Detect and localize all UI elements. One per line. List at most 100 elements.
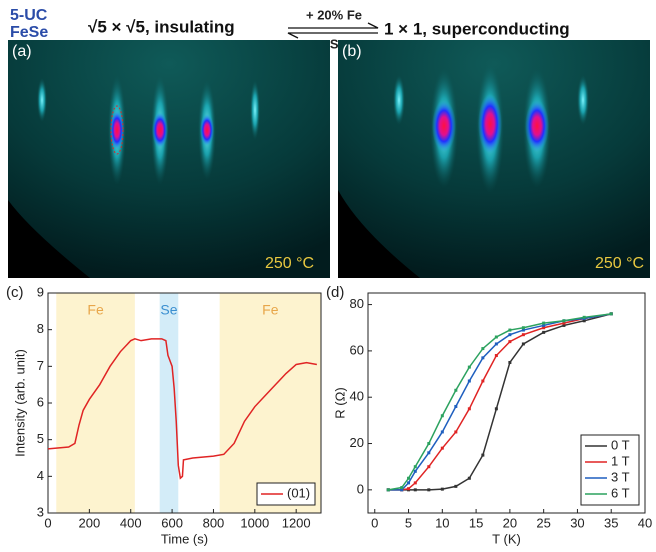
data-point [454,388,458,392]
y-tick-label: 4 [37,468,44,483]
region [219,293,321,513]
y-tick-label: 6 [37,394,44,409]
rheed-image [338,40,650,278]
data-point [521,333,525,337]
data-point [542,321,546,325]
panel-label: (a) [12,43,32,60]
arrow [287,32,378,39]
data-point [582,319,586,323]
data-point [494,342,498,346]
region-label: Fe [262,302,279,318]
data-point [440,414,444,418]
data-point [400,488,404,492]
x-tick-label: 1000 [240,515,269,530]
data-point [427,451,431,455]
data-point [521,342,525,346]
legend-label: (01) [287,485,310,500]
y-tick-label: 40 [350,389,364,404]
y-tick-label: 60 [350,342,364,357]
data-point [562,321,566,325]
region-label: Se [160,302,177,318]
x-axis-label: T (K) [492,531,521,546]
data-point [494,335,498,339]
data-point [562,319,566,323]
y-tick-label: 3 [37,504,44,519]
panel-label: (d) [326,284,344,301]
y-axis-label: Intensity (arb. unit) [12,349,27,457]
arrow [288,22,379,29]
data-point [467,365,471,369]
legend-label: 3 T [611,469,630,484]
data-point [427,488,431,492]
data-point [407,481,411,485]
data-point [413,488,417,492]
x-tick-label: 600 [161,515,183,530]
x-tick-label: 25 [536,515,550,530]
data-point [508,333,512,337]
phase: √5 × √5, insulating [88,17,235,36]
sample-label: FeSe [10,24,48,41]
temperature: 250 °C [595,255,644,272]
y-tick-label: 7 [37,358,44,373]
x-tick-label: 800 [203,515,225,530]
sample-label: 5-UC [10,7,48,24]
data-point [440,487,444,491]
data-point [467,379,471,383]
legend [256,482,316,506]
data-line [47,338,317,480]
region [56,293,135,513]
data-point [407,487,411,491]
data-point [454,484,458,488]
y-tick-label: 5 [37,431,44,446]
x-tick-label: 0 [371,515,378,530]
data-point [481,347,485,351]
data-point [521,326,525,330]
data-point [508,360,512,364]
temperature: 250 °C [265,255,314,272]
x-tick-label: 5 [405,515,412,530]
y-tick-label: 9 [37,284,44,299]
data-point [467,476,471,480]
data-point [508,328,512,332]
data-point [454,430,458,434]
data-point [562,323,566,327]
data-line [388,313,612,491]
data-point [407,476,411,480]
plot-frame [367,292,646,514]
data-point [542,330,546,334]
x-tick-label: 30 [570,515,584,530]
data-point [413,481,417,485]
data-point [454,404,458,408]
x-tick-label: 15 [469,515,483,530]
data-point [481,356,485,360]
data-point [521,328,525,332]
region [159,293,179,513]
x-tick-label: 400 [120,515,142,530]
region-label: Fe [87,302,104,318]
panel-label: (b) [342,43,362,60]
data-point [427,465,431,469]
legend-label: 6 T [611,485,630,500]
data-line [388,313,612,491]
data-point [481,379,485,383]
x-tick-label: 35 [604,515,618,530]
x-tick-label: 10 [435,515,449,530]
data-line [388,313,612,491]
data-point [413,465,417,469]
x-tick-label: 0 [44,515,51,530]
data-point [440,446,444,450]
x-tick-label: 40 [638,515,652,530]
panel-label: (c) [6,284,24,301]
data-point [508,340,512,344]
data-point [494,354,498,358]
forward-label: + 20% Fe [306,7,362,22]
x-axis-label: Time (s) [161,531,208,546]
data-point [542,326,546,330]
x-tick-label: 200 [79,515,101,530]
legend-label: 1 T [611,453,630,468]
y-tick-label: 80 [350,296,364,311]
x-tick-label: 20 [503,515,517,530]
y-tick-label: 0 [357,481,364,496]
data-point [386,488,390,492]
